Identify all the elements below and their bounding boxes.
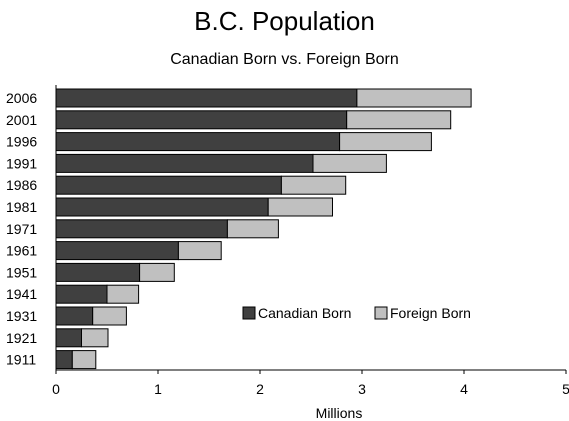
x-tick-label-2: 2 <box>256 381 264 397</box>
bar-foreign-born-1931 <box>92 306 127 326</box>
bar-foreign-born-1971 <box>226 219 279 239</box>
y-tick-label-1991: 1991 <box>6 155 37 171</box>
bar-canadian-born-1911 <box>55 350 73 370</box>
bar-foreign-born-1951 <box>139 262 175 282</box>
legend-label-foreign-born: Foreign Born <box>390 305 471 321</box>
chart-subtitle: Canadian Born vs. Foreign Born <box>170 51 399 68</box>
bar-foreign-born-1991 <box>312 153 387 173</box>
y-tick-label-2001: 2001 <box>6 112 37 128</box>
bar-canadian-born-1941 <box>55 284 108 304</box>
bar-foreign-born-2001 <box>346 110 452 130</box>
bar-foreign-born-1996 <box>339 132 432 152</box>
y-tick-label-1986: 1986 <box>6 177 37 193</box>
bar-foreign-born-1986 <box>280 175 347 195</box>
bar-canadian-born-1996 <box>55 132 341 152</box>
y-tick-label-1931: 1931 <box>6 308 37 324</box>
y-tick-label-1961: 1961 <box>6 243 37 259</box>
x-tick-label-4: 4 <box>460 381 468 397</box>
x-tick-label-0: 0 <box>52 381 60 397</box>
bar-foreign-born-1911 <box>71 350 97 370</box>
y-tick-label-2006: 2006 <box>6 90 37 106</box>
bar-canadian-born-1961 <box>55 241 179 261</box>
legend-swatch-foreign-born <box>374 306 388 320</box>
y-tick-label-1911: 1911 <box>6 352 36 368</box>
bar-canadian-born-1986 <box>55 175 282 195</box>
bar-canadian-born-1991 <box>55 153 314 173</box>
legend-swatch-canadian-born <box>242 306 256 320</box>
bar-foreign-born-1961 <box>177 241 222 261</box>
bar-canadian-born-1971 <box>55 219 228 239</box>
y-tick-label-1941: 1941 <box>6 286 37 302</box>
bar-canadian-born-2001 <box>55 110 348 130</box>
bar-canadian-born-1931 <box>55 306 94 326</box>
x-tick-label-3: 3 <box>358 381 366 397</box>
bar-foreign-born-1921 <box>81 328 109 348</box>
bar-foreign-born-1981 <box>267 197 334 217</box>
bar-canadian-born-1921 <box>55 328 82 348</box>
bar-canadian-born-1951 <box>55 262 141 282</box>
x-axis-label: Millions <box>316 405 363 421</box>
bar-foreign-born-1941 <box>106 284 140 304</box>
chart-title: B.C. Population <box>194 6 375 36</box>
bar-canadian-born-1981 <box>55 197 269 217</box>
x-tick-label-5: 5 <box>562 381 569 397</box>
bar-foreign-born-2006 <box>356 88 472 108</box>
y-tick-label-1971: 1971 <box>6 221 37 237</box>
y-tick-label-1951: 1951 <box>6 264 37 280</box>
legend-label-canadian-born: Canadian Born <box>258 305 351 321</box>
bar-canadian-born-2006 <box>55 88 358 108</box>
y-tick-label-1921: 1921 <box>6 330 37 346</box>
y-tick-label-1981: 1981 <box>6 199 37 215</box>
y-tick-label-1996: 1996 <box>6 134 37 150</box>
x-tick-label-1: 1 <box>154 381 162 397</box>
